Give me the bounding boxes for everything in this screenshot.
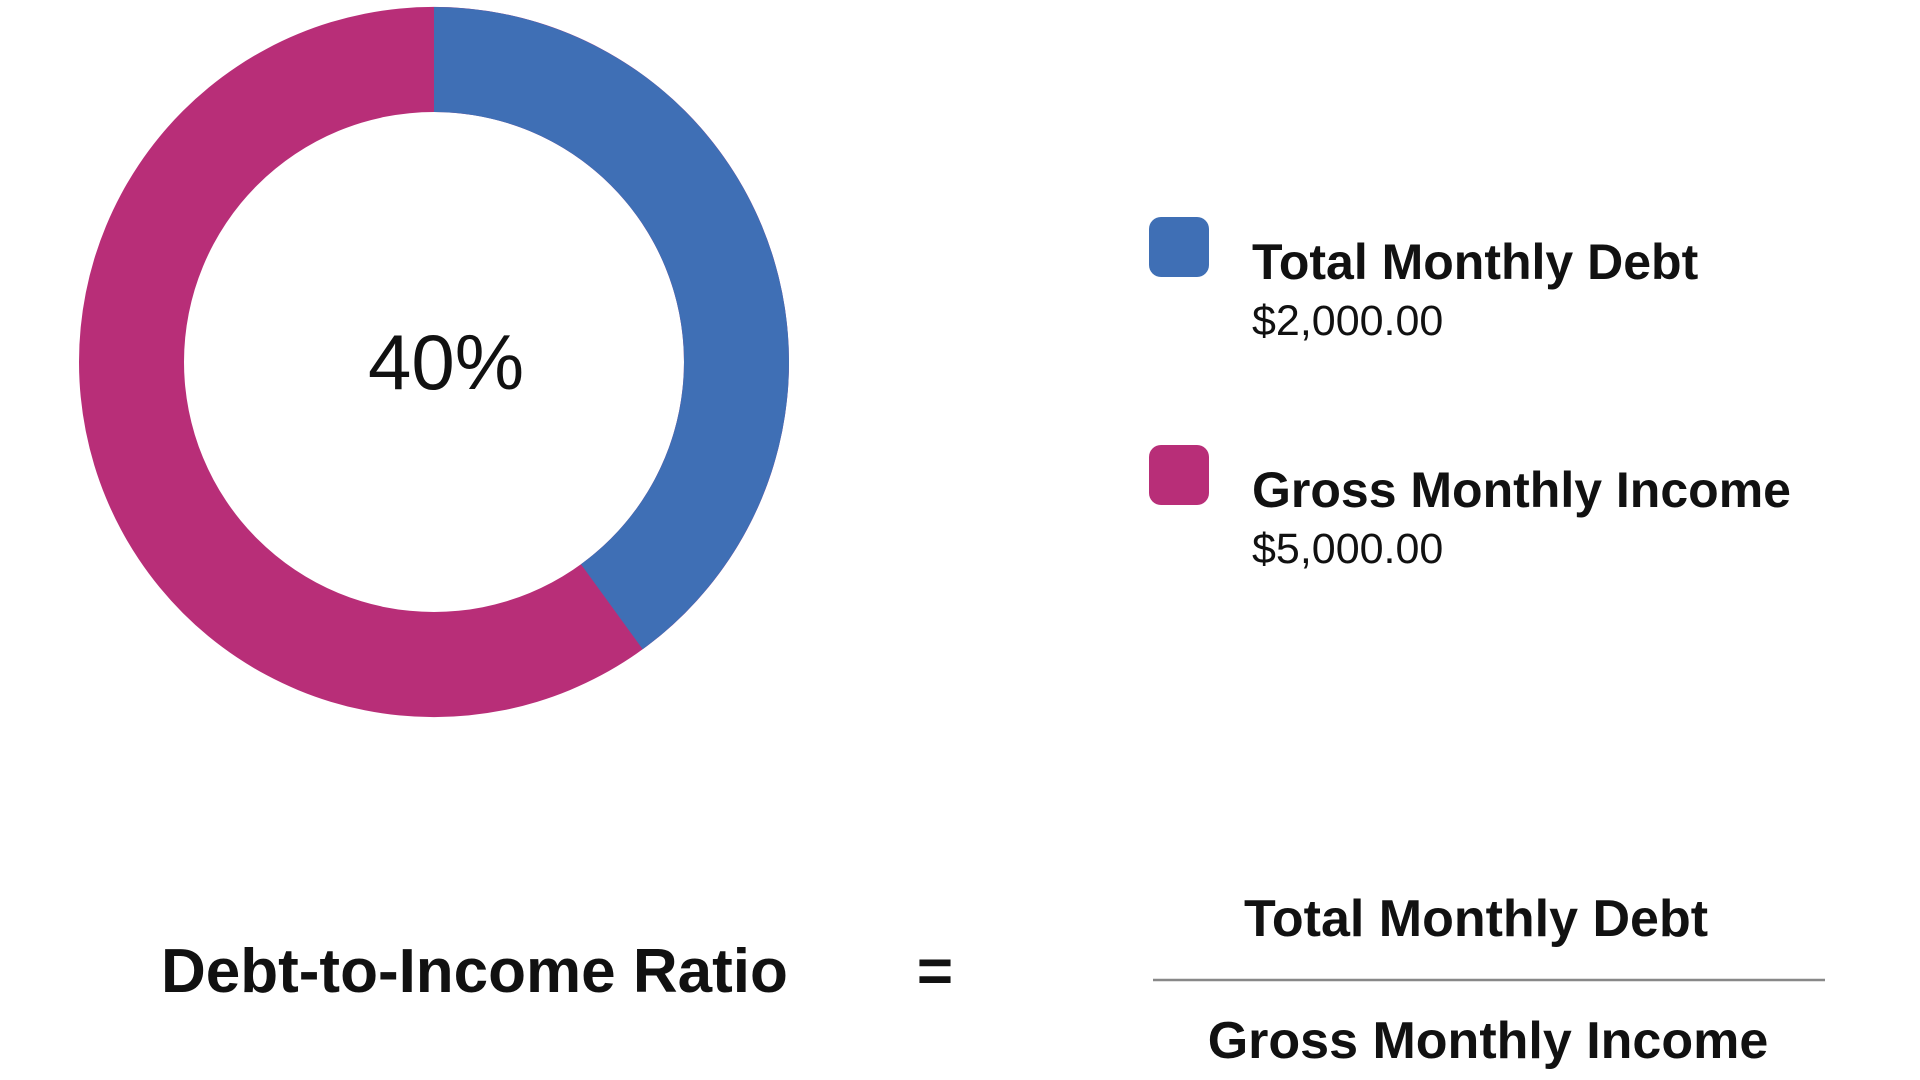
legend-swatch: [1149, 445, 1209, 505]
formula-denominator: Gross Monthly Income: [1208, 1012, 1769, 1070]
donut-segment: [434, 7, 789, 650]
center-label: 40%: [368, 318, 524, 406]
legend-value: $2,000.00: [1252, 297, 1443, 345]
legend-label: Total Monthly Debt: [1252, 234, 1699, 290]
legend-swatch: [1149, 217, 1209, 277]
legend-value: $5,000.00: [1252, 525, 1443, 573]
formula-lhs: Debt-to-Income Ratio: [161, 937, 788, 1006]
formula-numerator: Total Monthly Debt: [1244, 890, 1708, 948]
formula-operator: =: [917, 937, 953, 1006]
legend-label: Gross Monthly Income: [1252, 462, 1791, 518]
